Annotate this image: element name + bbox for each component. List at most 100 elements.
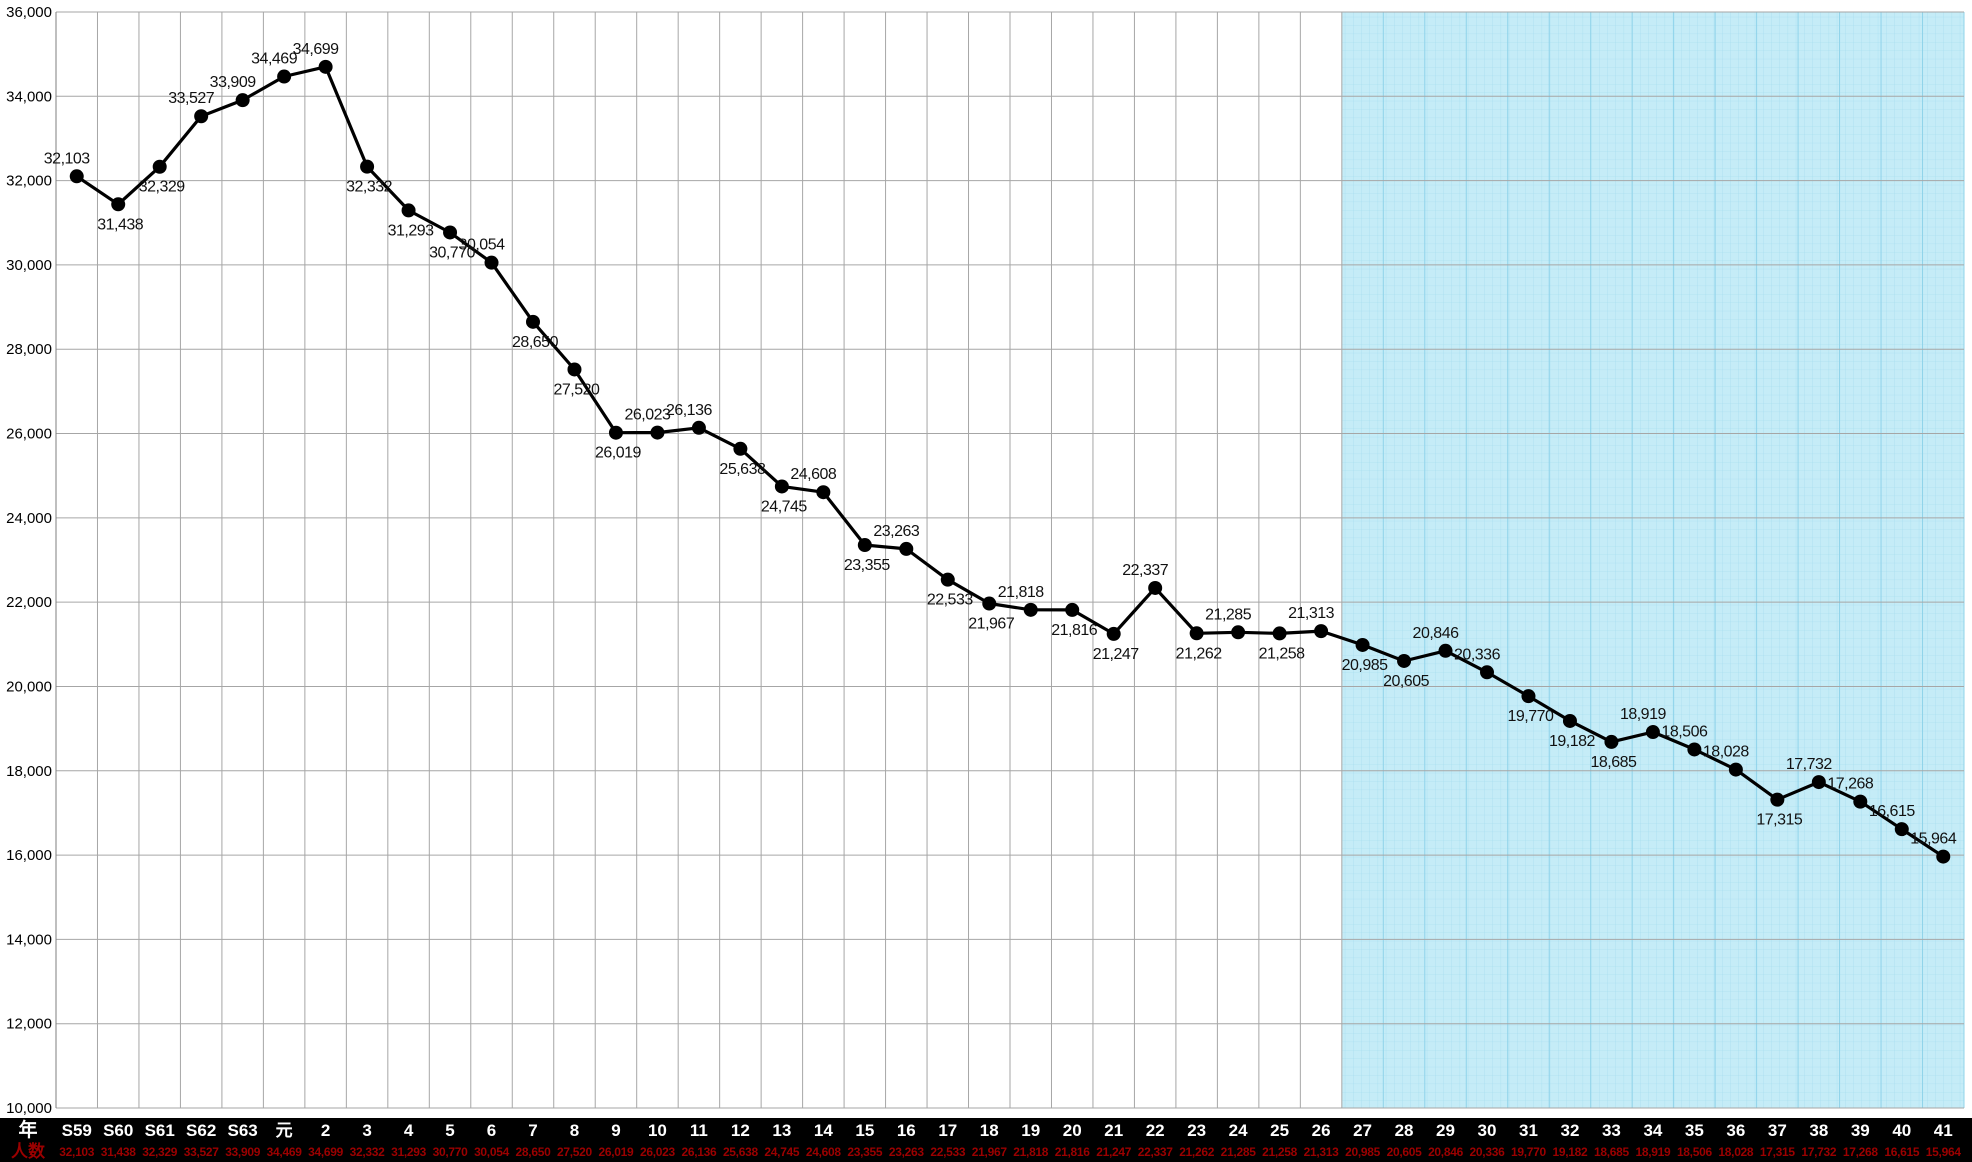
data-label: 18,685 xyxy=(1590,754,1637,771)
data-point xyxy=(1770,792,1785,807)
x-tick-label: 元 xyxy=(276,1121,293,1140)
data-point xyxy=(1728,762,1743,777)
data-point xyxy=(277,69,292,84)
table-value: 16,615 xyxy=(1884,1145,1920,1159)
x-tick-label: 14 xyxy=(814,1121,833,1140)
data-point xyxy=(899,541,914,556)
y-axis-tick-labels: 10,000 12,000 14,000 16,000 18,000 20,000 22,0… xyxy=(6,4,52,1117)
table-value: 32,329 xyxy=(142,1145,178,1159)
y-tick-label: 28,000 xyxy=(6,341,52,358)
table-value: 20,985 xyxy=(1345,1145,1381,1159)
table-value: 34,699 xyxy=(308,1145,344,1159)
data-point xyxy=(1894,822,1909,837)
data-label: 26,136 xyxy=(666,402,713,419)
data-label: 20,846 xyxy=(1413,625,1460,642)
data-point xyxy=(1231,625,1246,640)
x-tick-label: 28 xyxy=(1395,1121,1414,1140)
table-value: 25,638 xyxy=(723,1145,759,1159)
data-label: 28,650 xyxy=(512,334,559,351)
data-point xyxy=(1397,653,1412,668)
data-label: 31,438 xyxy=(97,216,144,233)
x-tick-label: 33 xyxy=(1602,1121,1621,1140)
data-point xyxy=(774,479,789,494)
table-value: 31,438 xyxy=(101,1145,137,1159)
data-point xyxy=(691,420,706,435)
table-value: 21,313 xyxy=(1304,1145,1340,1159)
data-label: 34,469 xyxy=(251,51,298,68)
table-value: 26,023 xyxy=(640,1145,676,1159)
forecast-minor-grid xyxy=(1341,12,1964,1108)
table-value: 20,605 xyxy=(1387,1145,1423,1159)
table-value: 21,816 xyxy=(1055,1145,1091,1159)
x-tick-label: S60 xyxy=(103,1121,133,1140)
x-tick-label: 6 xyxy=(487,1121,496,1140)
x-tick-label: 9 xyxy=(611,1121,620,1140)
x-tick-label: 16 xyxy=(897,1121,916,1140)
x-tick-label: 32 xyxy=(1560,1121,1579,1140)
data-point xyxy=(608,425,623,440)
x-tick-label: 13 xyxy=(772,1121,791,1140)
table-value: 33,909 xyxy=(225,1145,261,1159)
data-label: 20,336 xyxy=(1454,646,1501,663)
table-value: 30,054 xyxy=(474,1145,510,1159)
data-point xyxy=(69,169,84,184)
data-label: 26,023 xyxy=(624,407,671,424)
x-tick-label: S61 xyxy=(145,1121,175,1140)
y-tick-label: 32,000 xyxy=(6,173,52,190)
series-markers xyxy=(69,59,1951,864)
data-point xyxy=(360,159,375,174)
data-point xyxy=(1272,626,1287,641)
data-point xyxy=(1562,713,1577,728)
y-tick-label: 36,000 xyxy=(6,4,52,21)
data-label: 23,355 xyxy=(844,557,891,574)
gridlines xyxy=(55,11,1965,1109)
x-tick-label: 7 xyxy=(528,1121,537,1140)
data-label: 34,699 xyxy=(293,41,340,58)
data-point xyxy=(194,109,209,124)
table-background xyxy=(0,1118,1972,1162)
data-label: 26,019 xyxy=(595,445,642,462)
table-value: 17,268 xyxy=(1843,1145,1879,1159)
data-point xyxy=(567,362,582,377)
y-tick-label: 22,000 xyxy=(6,594,52,611)
data-point xyxy=(816,485,831,500)
data-point xyxy=(1853,794,1868,809)
table-value: 23,263 xyxy=(889,1145,925,1159)
table-value: 24,608 xyxy=(806,1145,842,1159)
table-value: 17,732 xyxy=(1801,1145,1837,1159)
x-tick-label: 18 xyxy=(980,1121,999,1140)
table-value: 17,315 xyxy=(1760,1145,1796,1159)
x-tick-label: 39 xyxy=(1851,1121,1870,1140)
data-label: 22,337 xyxy=(1122,562,1169,579)
x-tick-label: 21 xyxy=(1104,1121,1123,1140)
x-tick-label: 26 xyxy=(1312,1121,1331,1140)
x-tick-label: 36 xyxy=(1726,1121,1745,1140)
table-value: 18,919 xyxy=(1635,1145,1671,1159)
data-label: 25,638 xyxy=(719,461,766,478)
x-tick-label: 34 xyxy=(1643,1121,1662,1140)
y-tick-label: 10,000 xyxy=(6,1100,52,1117)
data-label: 17,268 xyxy=(1827,776,1874,793)
data-label: 33,527 xyxy=(168,90,215,107)
data-label: 21,967 xyxy=(968,616,1015,633)
data-label: 21,818 xyxy=(998,584,1045,601)
table-value: 22,533 xyxy=(930,1145,966,1159)
table-value: 26,019 xyxy=(599,1145,635,1159)
data-label: 24,745 xyxy=(761,498,808,515)
x-tick-label: 2 xyxy=(321,1121,330,1140)
x-tick-label: 27 xyxy=(1353,1121,1372,1140)
data-label: 30,770 xyxy=(429,244,476,261)
table-value: 15,964 xyxy=(1926,1145,1962,1159)
x-tick-label: 3 xyxy=(362,1121,371,1140)
data-point xyxy=(1480,665,1494,680)
data-label: 17,732 xyxy=(1786,756,1833,773)
table-value: 34,469 xyxy=(267,1145,303,1159)
data-label: 30,054 xyxy=(459,237,506,254)
data-label: 18,919 xyxy=(1620,706,1667,723)
data-label: 32,103 xyxy=(44,150,91,167)
data-label: 19,770 xyxy=(1508,708,1555,725)
table-value: 32,103 xyxy=(59,1145,95,1159)
x-tick-label: 15 xyxy=(855,1121,874,1140)
series-polyline xyxy=(75,65,1945,858)
